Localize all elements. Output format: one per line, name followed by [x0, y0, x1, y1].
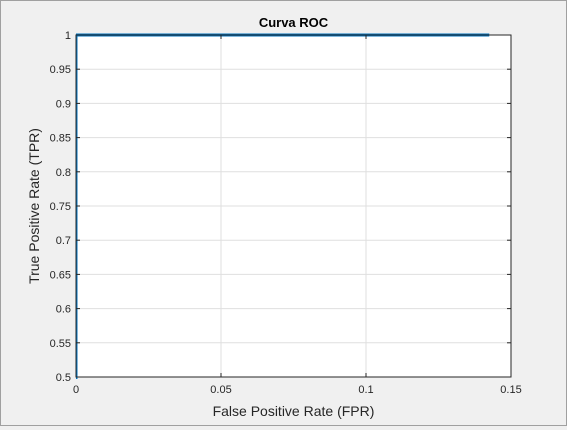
y-tick-label: 0.7 — [56, 235, 71, 247]
x-tick-label: 0 — [73, 384, 79, 396]
ticks: 0 0.05 0.1 0.15 0.5 0.55 0.6 0.65 0.7 0.75 0.8 0.85… — [50, 30, 522, 396]
chart-title: Curva ROC — [259, 15, 329, 30]
y-tick-label: 0.95 — [50, 64, 71, 76]
y-tick-label: 0.65 — [50, 269, 71, 281]
y-tick-label: 1 — [65, 30, 71, 42]
y-tick-label: 0.85 — [50, 133, 71, 145]
y-tick-label: 0.5 — [56, 372, 71, 384]
y-tick-label: 0.6 — [56, 304, 71, 316]
y-tick-label: 0.55 — [50, 338, 71, 350]
x-axis-label: False Positive Rate (FPR) — [213, 403, 375, 419]
y-tick-label: 0.9 — [56, 98, 71, 110]
x-tick-label: 0.15 — [500, 384, 521, 396]
y-axis-label: True Positive Rate (TPR) — [26, 128, 42, 284]
y-tick-label: 0.75 — [50, 201, 71, 213]
y-tick-label: 0.8 — [56, 167, 71, 179]
x-tick-label: 0.05 — [210, 384, 231, 396]
x-tick-label: 0.1 — [358, 384, 373, 396]
